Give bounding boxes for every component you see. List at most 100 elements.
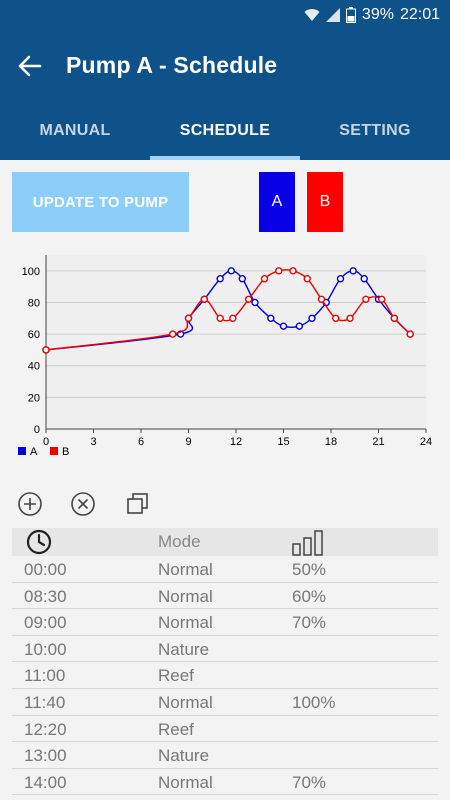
update-to-pump-button[interactable]: UPDATE TO PUMP (12, 172, 189, 232)
pump-a-button[interactable]: A (259, 172, 295, 232)
y-tick-label: 100 (22, 266, 40, 278)
data-point-b (275, 267, 283, 275)
row-time: 10:00 (24, 639, 67, 659)
data-point-b (346, 314, 354, 322)
data-point-b (317, 295, 326, 303)
table-row[interactable]: 11:00 Reef (12, 662, 438, 689)
data-point-b (332, 314, 340, 322)
signal-icon (325, 8, 340, 22)
y-tick-label: 60 (28, 329, 40, 341)
x-tick-label: 24 (420, 436, 432, 448)
row-time: 00:00 (24, 560, 67, 579)
data-point-a (349, 267, 357, 275)
tab-manual[interactable]: MANUAL (39, 122, 111, 139)
remove-circle-icon[interactable] (69, 490, 97, 518)
row-time: 13:00 (24, 746, 67, 766)
pump-b-button[interactable]: B (307, 172, 343, 232)
plot-area (46, 255, 426, 429)
x-tick-label: 6 (138, 436, 144, 448)
data-point-b (390, 314, 399, 322)
table-row[interactable]: 08:30 Normal 60% (12, 583, 438, 610)
table-row[interactable]: 13:00 Nature (12, 742, 438, 769)
data-point-a (216, 275, 224, 283)
row-time: 11:40 (24, 692, 66, 712)
data-point-b (216, 314, 224, 322)
data-point-a (308, 314, 316, 322)
row-mode: Nature (158, 639, 210, 659)
table-row[interactable]: 10:00 Nature (12, 636, 438, 663)
x-tick-label: 18 (325, 436, 337, 448)
table-row[interactable]: 00:00 Normal 50% (12, 556, 438, 583)
y-tick-label: 80 (28, 297, 40, 309)
data-point-b (42, 346, 50, 354)
row-value: 100% (292, 692, 336, 712)
wifi-icon (304, 9, 320, 21)
schedule-table-header: Mode (12, 528, 438, 556)
x-tick-label: 0 (43, 436, 49, 448)
data-point-a (267, 314, 275, 322)
data-point-b (406, 330, 414, 338)
row-value: 50% (292, 560, 327, 579)
table-row[interactable]: 14:00 Normal 70% (12, 769, 438, 796)
row-mode: Nature (158, 746, 210, 766)
table-row[interactable]: 11:40 Normal 100% (12, 689, 438, 716)
row-time: 09:00 (24, 613, 67, 633)
row-mode: Normal (158, 560, 213, 579)
copy-icon[interactable] (124, 490, 152, 518)
data-point-b (200, 295, 209, 303)
row-value: 70% (292, 613, 327, 633)
y-tick-label: 40 (28, 361, 40, 373)
x-tick-label: 12 (230, 436, 242, 448)
row-time: 08:30 (24, 586, 67, 606)
data-point-a (238, 275, 247, 283)
data-point-a (360, 275, 368, 283)
row-time: 11:00 (24, 666, 66, 686)
x-tick-label: 15 (277, 436, 289, 448)
legend-swatch-a (18, 447, 26, 455)
data-point-b (184, 314, 193, 322)
table-row[interactable]: 12:20 Reef (12, 716, 438, 743)
data-point-a (279, 322, 288, 330)
clock-icon (26, 529, 52, 555)
data-point-a (227, 267, 235, 275)
data-point-b (168, 330, 177, 338)
clock-time: 22:01 (399, 6, 440, 23)
battery-icon (345, 7, 356, 23)
row-mode: Normal (158, 586, 213, 606)
data-point-b (289, 267, 297, 275)
schedule-chart[interactable]: 0 20 40 60 80 100 0 3 6 9 12 15 18 21 24 A B (12, 247, 440, 469)
legend-label-b: B (62, 446, 69, 458)
y-tick-label: 20 (28, 392, 40, 404)
x-tick-label: 9 (185, 436, 191, 448)
app-bar: Pump A - Schedule MANUAL SCHEDULE SETTIN… (0, 34, 450, 160)
data-point-b (303, 275, 311, 283)
data-point-b (244, 295, 253, 303)
arrow-left-icon[interactable] (16, 52, 44, 80)
legend-swatch-b (50, 447, 58, 455)
row-mode: Normal (158, 692, 213, 712)
y-tick-label: 0 (34, 424, 40, 436)
data-point-b (377, 295, 386, 303)
add-circle-icon[interactable] (16, 490, 44, 518)
data-point-b (362, 295, 370, 303)
tab-schedule[interactable]: SCHEDULE (150, 114, 300, 160)
x-tick-label: 3 (90, 436, 96, 448)
data-point-b (229, 314, 237, 322)
x-tick-label: 21 (372, 436, 384, 448)
row-time: 12:20 (24, 719, 67, 739)
row-time: 14:00 (24, 772, 67, 792)
signal-bars-icon (292, 530, 323, 556)
data-point-b (260, 275, 269, 283)
row-value: 70% (292, 772, 327, 792)
table-row[interactable]: 09:00 Normal 70% (12, 609, 438, 636)
data-point-a (251, 298, 259, 307)
tab-bar: MANUAL SCHEDULE SETTING (0, 114, 450, 160)
data-point-a (336, 275, 345, 283)
tab-setting[interactable]: SETTING (339, 122, 411, 139)
row-mode: Reef (158, 666, 194, 686)
row-value: 60% (292, 586, 327, 606)
page-title: Pump A - Schedule (66, 52, 278, 78)
mode-column-header: Mode (158, 532, 201, 551)
status-bar: 39% 22:01 (0, 0, 450, 34)
legend-label-a: A (30, 446, 38, 458)
